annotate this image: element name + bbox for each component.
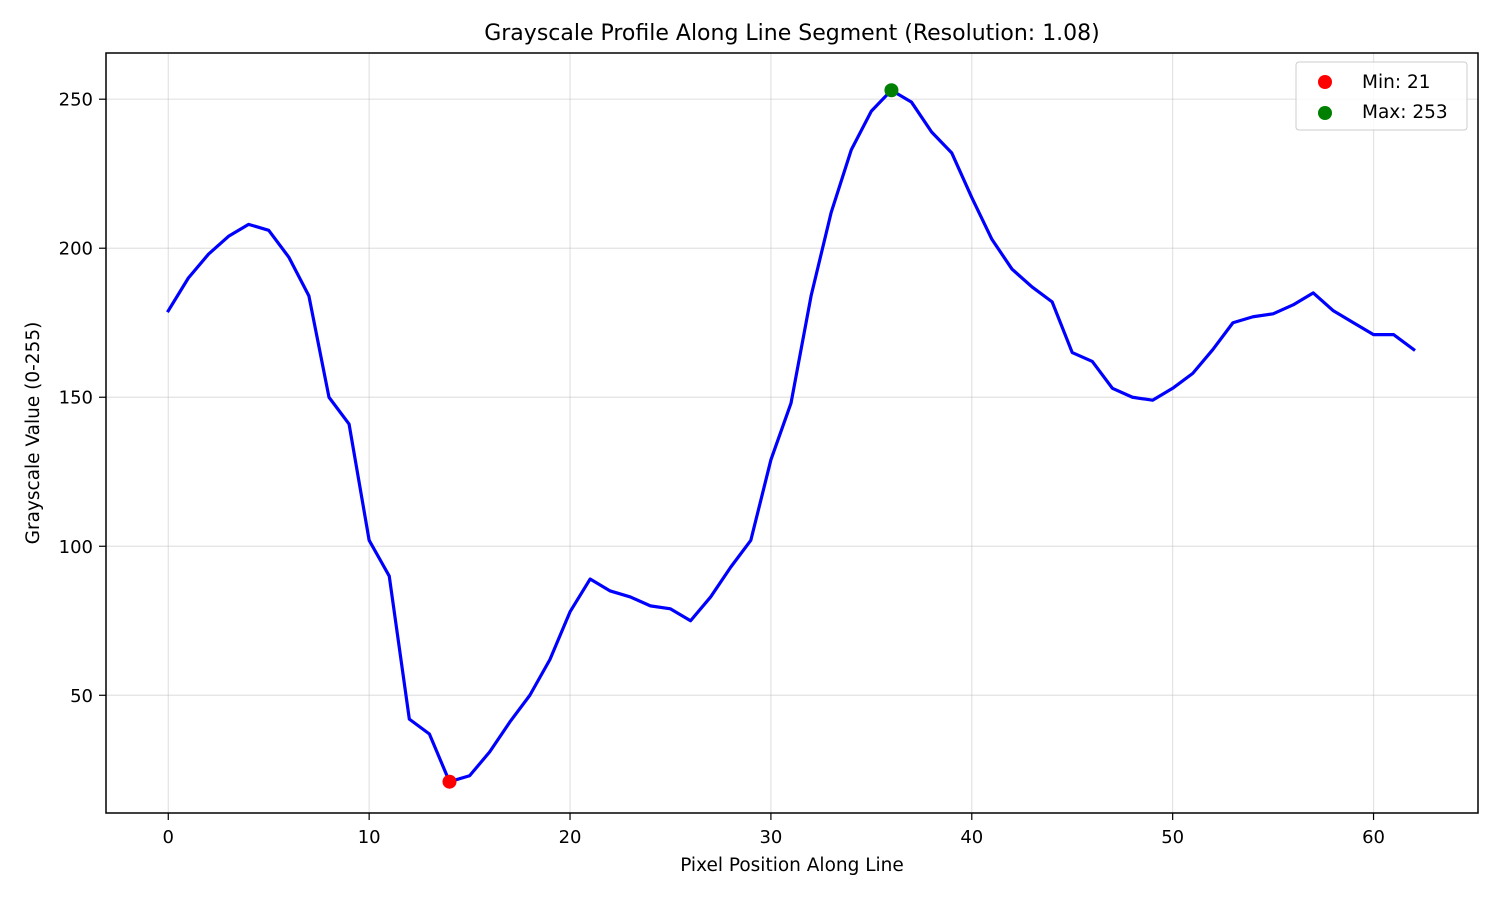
x-tick-label: 40 <box>960 827 983 848</box>
legend-min-label: Min: 21 <box>1362 72 1430 93</box>
x-tick-label: 20 <box>559 827 582 848</box>
legend-min-marker <box>1318 75 1332 89</box>
y-tick-label: 250 <box>59 90 93 111</box>
min-point-marker <box>442 774 457 789</box>
y-tick-label: 50 <box>70 686 93 707</box>
legend-box <box>1295 61 1468 131</box>
x-tick-label: 10 <box>358 827 381 848</box>
y-tick-label: 200 <box>59 239 93 260</box>
y-axis-title: Grayscale Value (0-255) <box>23 322 44 545</box>
series-layer <box>166 88 1416 784</box>
legend-max-marker <box>1318 106 1332 120</box>
y-tick-label: 150 <box>59 388 93 409</box>
grid <box>106 53 1478 813</box>
x-axis-title: Pixel Position Along Line <box>680 855 904 876</box>
x-axis-ticks: 0 10 20 30 40 50 60 <box>163 813 1385 848</box>
y-axis-ticks: 50 100 150 200 250 <box>59 90 106 707</box>
legend: Min: 21 Max: 253 <box>1295 61 1468 131</box>
legend-max-label: Max: 253 <box>1362 102 1448 123</box>
x-tick-label: 60 <box>1362 827 1385 848</box>
x-tick-label: 50 <box>1161 827 1184 848</box>
profile-line <box>166 88 1416 784</box>
y-tick-label: 100 <box>59 537 93 558</box>
marker-layer <box>442 83 899 789</box>
plot-area-frame <box>105 52 1479 814</box>
x-tick-label: 0 <box>163 827 174 848</box>
max-point-marker <box>884 83 899 98</box>
chart-title: Grayscale Profile Along Line Segment (Re… <box>484 21 1100 46</box>
x-tick-label: 30 <box>759 827 782 848</box>
